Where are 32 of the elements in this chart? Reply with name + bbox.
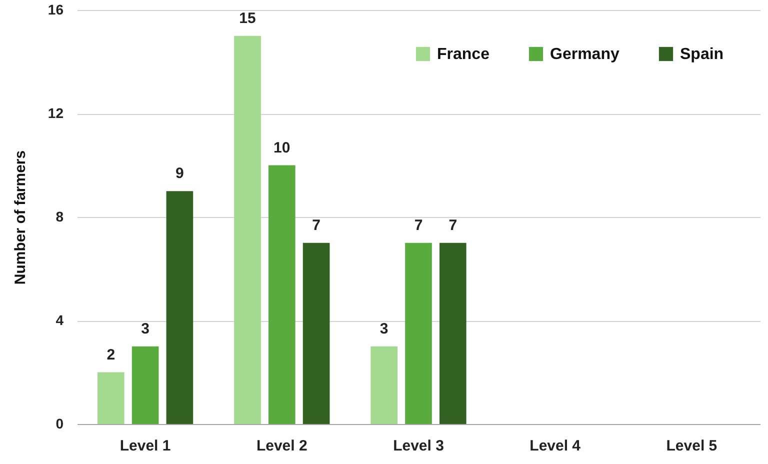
data-label: 7: [312, 216, 320, 234]
legend-label: Spain: [680, 46, 724, 63]
legend-label: France: [437, 46, 490, 63]
data-label: 9: [176, 165, 184, 182]
data-label: 10: [274, 139, 290, 156]
x-tick-label: Level 5: [666, 438, 718, 454]
data-label: 7: [448, 216, 458, 234]
y-tick-label: 8: [56, 208, 64, 224]
bar: [439, 242, 466, 424]
y-axis-title: Number of farmers: [12, 150, 29, 285]
x-tick-label: Level 3: [393, 438, 444, 454]
data-label: 2: [106, 346, 116, 364]
data-label: 3: [380, 320, 388, 338]
data-label: 3: [141, 320, 150, 338]
y-tick-label: 16: [48, 2, 64, 18]
x-tick-label: Level 2: [256, 438, 308, 454]
bar: [302, 242, 330, 424]
x-tick-label: Level 4: [530, 438, 582, 454]
bar: [234, 36, 261, 424]
x-tick-label: Level 1: [120, 438, 171, 454]
data-label: 7: [414, 216, 423, 234]
y-tick-label: 0: [56, 416, 64, 432]
bar: [166, 191, 194, 424]
bar: [268, 165, 296, 424]
bar: [405, 242, 432, 424]
data-label: 15: [239, 10, 256, 27]
bar: [132, 346, 159, 424]
y-tick-label: 4: [56, 312, 64, 328]
bar: [370, 346, 398, 424]
y-tick-label: 12: [48, 105, 64, 121]
legend-label: Germany: [550, 46, 620, 63]
bar: [97, 372, 124, 424]
